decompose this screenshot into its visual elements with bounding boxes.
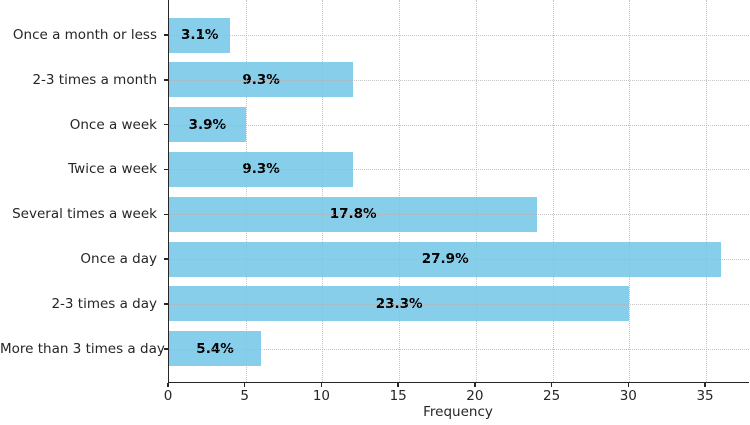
x-tick-mark (550, 383, 553, 387)
y-tick-mark (164, 168, 168, 171)
vertical-gridline (245, 0, 247, 382)
vertical-gridline (552, 0, 554, 382)
x-tick-label: 0 (163, 388, 173, 404)
vertical-gridline (475, 0, 477, 382)
x-tick-mark (167, 383, 169, 387)
category-label: Once a week (69, 116, 157, 133)
x-tick-mark (244, 383, 246, 387)
x-tick-label: 5 (240, 388, 250, 404)
y-tick-mark (164, 303, 168, 305)
horizontal-gridline (169, 214, 749, 216)
horizontal-gridline (169, 348, 749, 350)
x-tick-label: 10 (312, 388, 331, 404)
category-label: 2-3 times a day (51, 295, 157, 312)
y-tick-mark (164, 348, 168, 350)
category-label: Once a month or less (12, 27, 157, 43)
x-tick-mark (704, 383, 706, 387)
x-tick-label: 25 (543, 388, 561, 404)
x-tick-label: 35 (696, 388, 714, 404)
category-label: Once a day (80, 251, 157, 268)
category-label: More than 3 times a day (0, 340, 165, 357)
plot-area: 3.1% 9.3% 3.9% 9.3% 17.8% 27.9% 23.3% 5.4% (168, 0, 749, 383)
category-label: 2-3 times a month (32, 71, 157, 88)
x-tick-label: 20 (466, 388, 484, 404)
horizontal-gridline (169, 124, 749, 126)
horizontal-gridline (169, 79, 749, 81)
y-tick-mark (164, 34, 168, 36)
horizontal-gridline (169, 259, 749, 261)
horizontal-gridline (169, 35, 749, 36)
x-tick-mark (474, 383, 476, 387)
x-axis-title: Frequency (423, 404, 493, 420)
category-label: Twice a week (68, 161, 157, 178)
y-tick-mark (164, 258, 168, 260)
horizontal-gridline (169, 169, 749, 171)
x-tick-label: 30 (619, 388, 637, 404)
vertical-gridline (629, 0, 631, 382)
vertical-gridline (706, 0, 708, 382)
x-tick-label: 15 (389, 388, 407, 404)
y-tick-mark (164, 79, 168, 81)
x-tick-mark (397, 383, 399, 387)
horizontal-gridline (169, 303, 749, 305)
y-tick-mark (164, 123, 168, 126)
x-tick-mark (627, 383, 629, 387)
category-label: Several times a week (12, 206, 157, 223)
vertical-gridline (322, 0, 324, 382)
vertical-gridline (399, 0, 401, 382)
x-tick-mark (320, 383, 323, 387)
y-tick-mark (164, 213, 168, 215)
